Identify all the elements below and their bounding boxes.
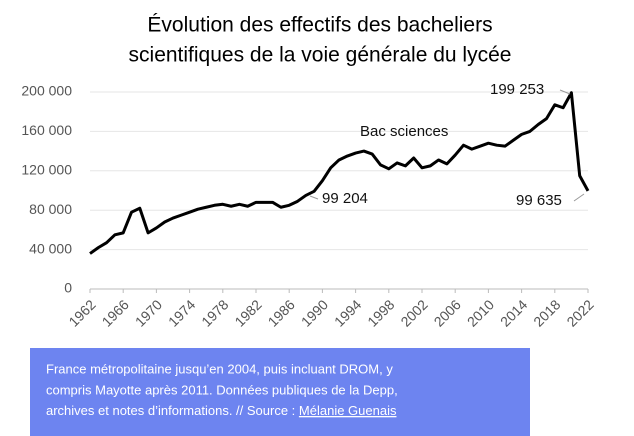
caption-line: archives et notes d’informations. // Sou… (46, 403, 299, 418)
leader (559, 89, 571, 95)
leader (573, 193, 585, 202)
x-tick-label: 2010 (464, 296, 497, 329)
x-tick-label: 1966 (99, 296, 132, 329)
x-tick-label: 1986 (265, 296, 298, 329)
caption-box (30, 348, 530, 436)
x-tick-label: 1970 (132, 296, 165, 329)
y-tick-label: 0 (64, 280, 72, 296)
y-tick-label: 120 000 (21, 162, 72, 178)
caption-line: France métropolitaine jusqu’en 2004, pui… (46, 361, 393, 376)
x-tick-label: 1990 (298, 296, 331, 329)
chart-title: Évolution des effectifs des bacheliers (147, 14, 492, 37)
caption-line: archives et notes d’informations. // Sou… (46, 403, 397, 418)
x-tick-label: 2006 (431, 296, 464, 329)
leader (309, 195, 319, 200)
x-tick-label: 2022 (563, 296, 596, 329)
x-tick-label: 1962 (65, 296, 98, 329)
caption-line: compris Mayotte après 2011. Données publ… (46, 382, 398, 397)
annotation: 199 253 (490, 81, 544, 98)
x-tick-label: 2014 (497, 296, 530, 329)
x-tick-label: 1982 (231, 296, 264, 329)
x-tick-label: 1994 (331, 296, 364, 329)
annotation: Bac sciences (360, 123, 448, 140)
annotation: 99 635 (516, 192, 562, 209)
y-tick-label: 160 000 (21, 122, 72, 138)
x-tick-label: 1978 (198, 296, 231, 329)
x-tick-label: 2002 (397, 296, 430, 329)
x-tick-label: 1998 (364, 296, 397, 329)
data-line (89, 91, 590, 255)
y-tick-label: 200 000 (21, 83, 72, 99)
x-tick-label: 2018 (530, 296, 563, 329)
source-link[interactable]: Mélanie Guenais (299, 403, 397, 418)
x-tick-label: 1974 (165, 296, 198, 329)
y-tick-label: 80 000 (29, 201, 72, 217)
y-tick-label: 40 000 (29, 240, 72, 256)
chart-title: scientifiques de la voie générale du lyc… (129, 44, 512, 67)
annotation: 99 204 (322, 190, 368, 207)
